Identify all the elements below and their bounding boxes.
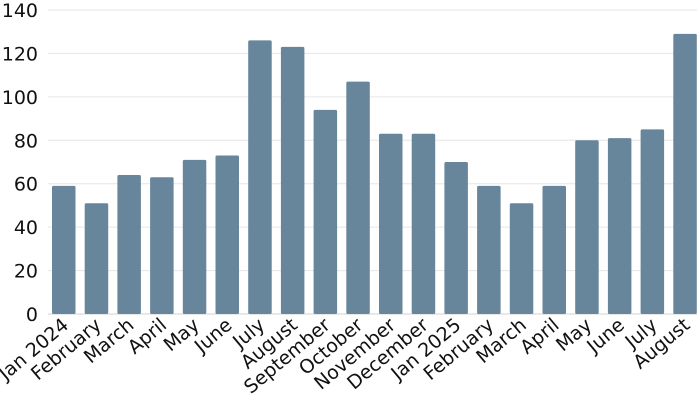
bar bbox=[509, 203, 534, 314]
bar bbox=[84, 203, 109, 314]
bars bbox=[52, 33, 697, 315]
y-axis-ticks: 0 20 40 60 80 100 120 140 bbox=[2, 0, 38, 326]
bar bbox=[346, 81, 370, 315]
bar bbox=[640, 129, 665, 314]
bar bbox=[542, 185, 566, 314]
bar bbox=[673, 33, 697, 315]
bar bbox=[477, 185, 501, 314]
y-tick-label: 40 bbox=[14, 217, 38, 239]
bar bbox=[280, 46, 305, 315]
gridlines bbox=[48, 9, 697, 315]
bar bbox=[411, 133, 436, 314]
bar bbox=[150, 177, 174, 314]
y-tick-label: 0 bbox=[26, 304, 38, 326]
y-tick-label: 120 bbox=[2, 43, 38, 65]
x-axis-ticks: Jan 2024FebruaryMarchAprilMayJuneJulyAug… bbox=[0, 314, 694, 398]
bar bbox=[379, 133, 403, 314]
bar bbox=[607, 138, 632, 314]
y-tick-label: 140 bbox=[2, 0, 38, 22]
y-tick-label: 80 bbox=[14, 130, 38, 152]
bar bbox=[444, 162, 468, 314]
bar bbox=[182, 159, 207, 314]
y-tick-label: 60 bbox=[14, 174, 38, 196]
bar bbox=[215, 155, 239, 314]
bar bbox=[248, 40, 272, 315]
y-tick-label: 20 bbox=[14, 261, 38, 283]
bar bbox=[313, 109, 338, 314]
bar bbox=[117, 175, 141, 314]
y-tick-label: 100 bbox=[2, 87, 38, 109]
bar bbox=[52, 185, 76, 314]
bar bbox=[575, 140, 599, 314]
